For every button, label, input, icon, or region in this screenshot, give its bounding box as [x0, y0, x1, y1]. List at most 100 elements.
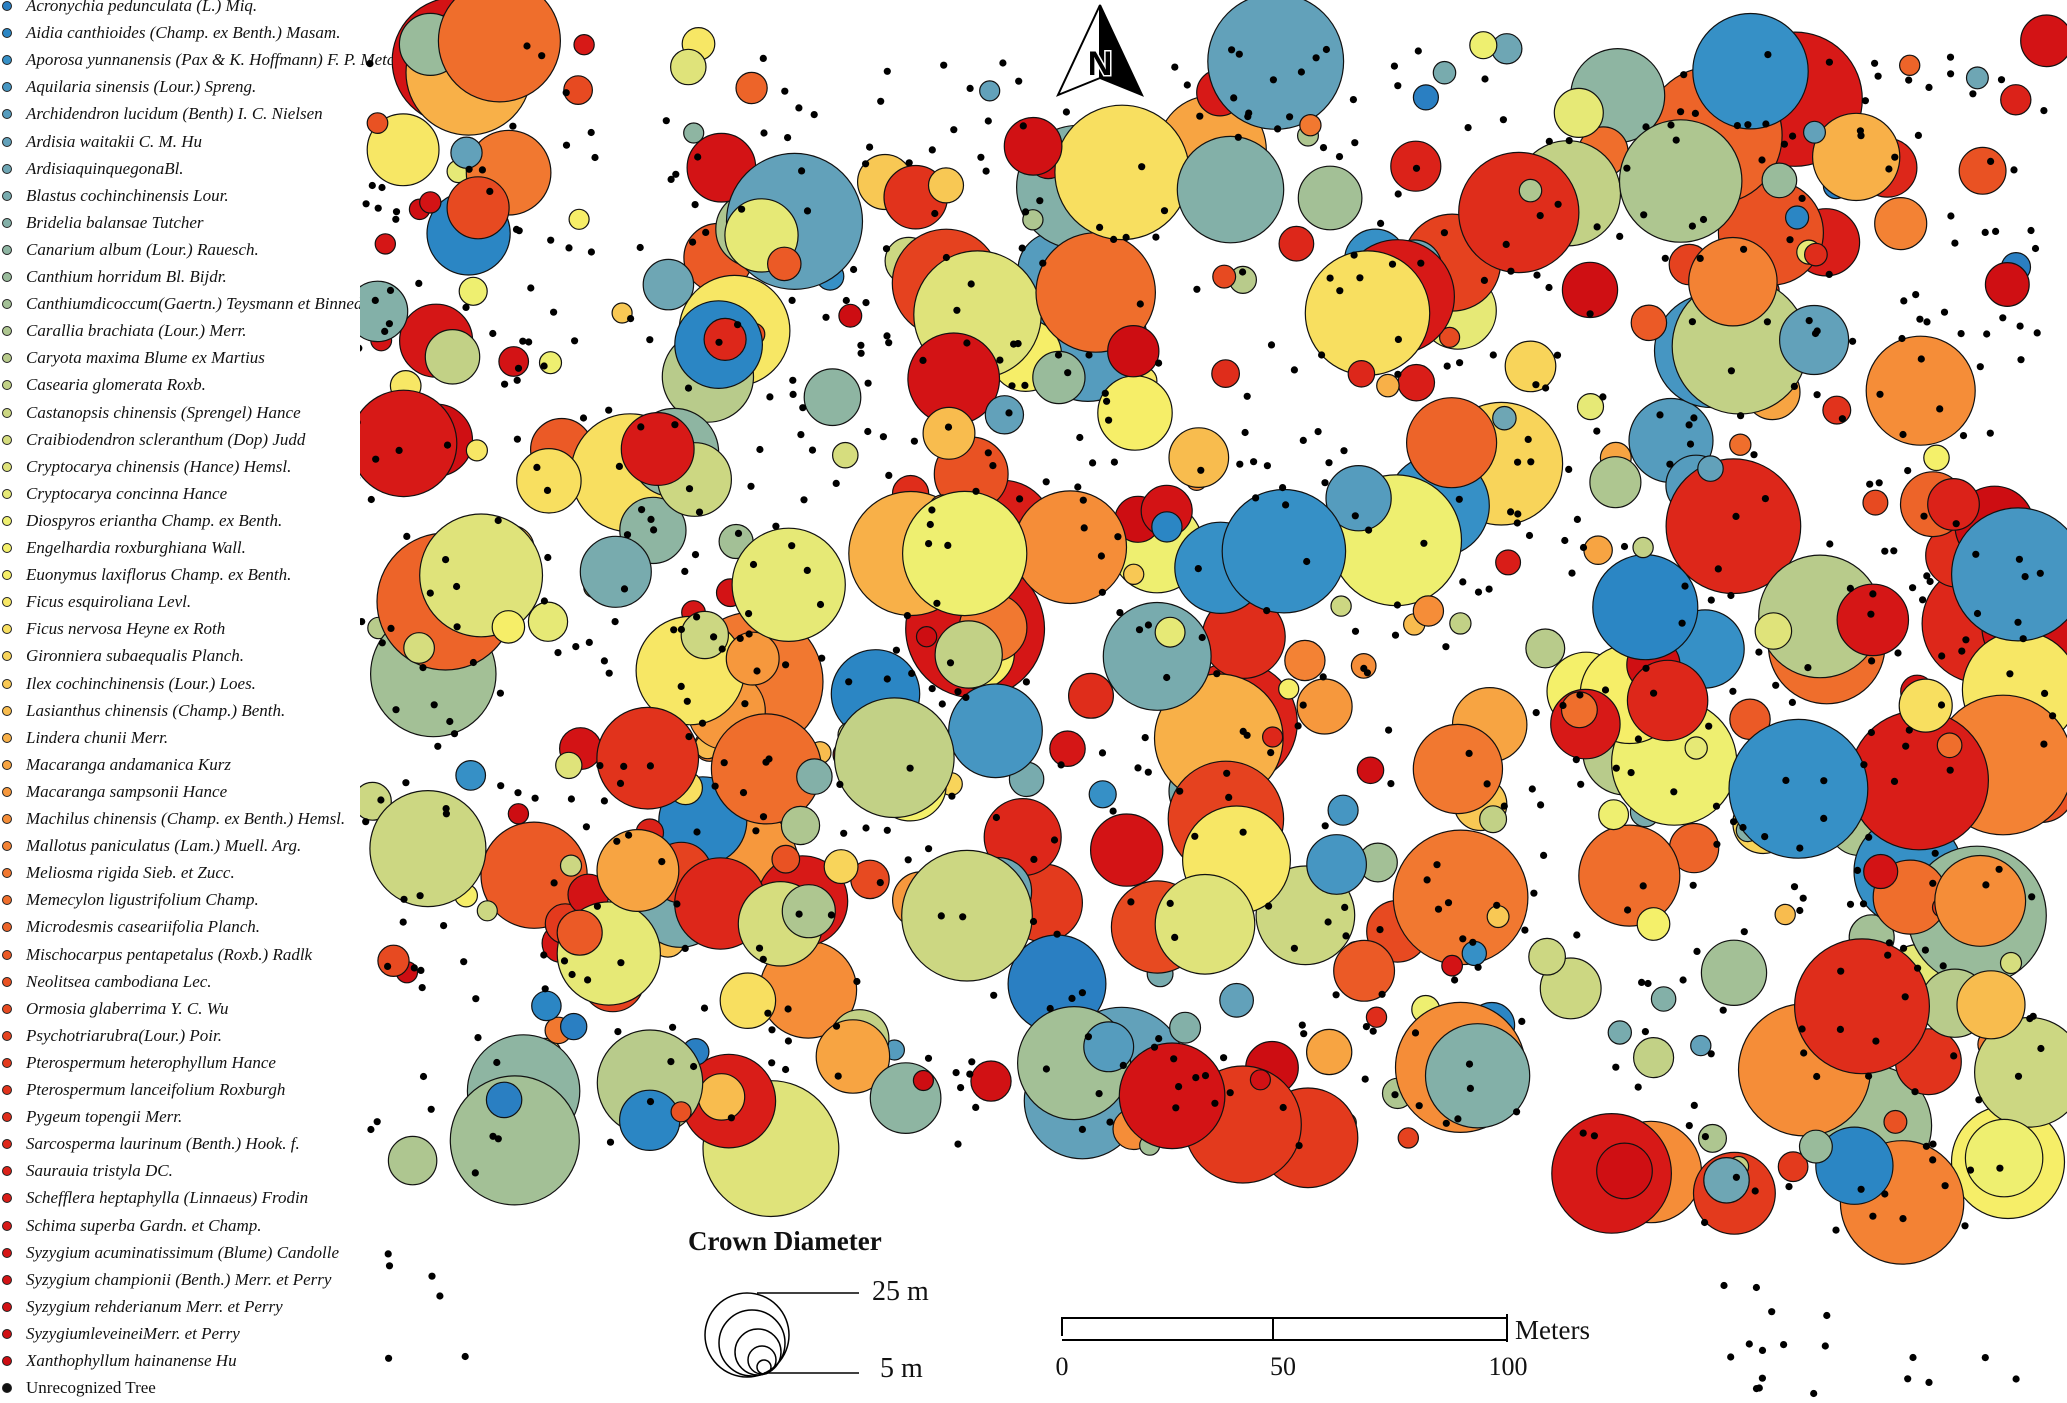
- tree-crown: [1965, 66, 1989, 90]
- legend-swatch-icon: [2, 597, 12, 608]
- stem-point: [1732, 1173, 1740, 1181]
- crown-max-label: 25 m: [872, 1276, 929, 1307]
- tree-crown: [1088, 780, 1117, 809]
- stem-point: [803, 207, 812, 215]
- stem-point: [1997, 76, 2006, 84]
- stem-point: [1900, 297, 1908, 305]
- tree-crown: [1650, 986, 1677, 1012]
- stem-point: [1036, 197, 1044, 205]
- legend-swatch-icon: [2, 163, 12, 174]
- tree-crown: [1999, 951, 2023, 975]
- stem-point: [1464, 124, 1472, 132]
- stem-point: [677, 682, 685, 691]
- stem-point: [1211, 1099, 1219, 1107]
- stem-point: [1299, 436, 1307, 444]
- stem-point: [1378, 990, 1386, 998]
- stem-point: [1545, 283, 1553, 292]
- legend-label: Sarcosperma laurinum (Benth.) Hook. f.: [26, 1134, 300, 1154]
- stem-point: [1391, 1091, 1399, 1099]
- stem-point: [1502, 240, 1510, 248]
- stem-point: [606, 1138, 615, 1146]
- stem-point: [741, 700, 749, 708]
- stem-point: [883, 675, 891, 683]
- stem-point: [1170, 1055, 1178, 1063]
- stem-point: [1134, 764, 1142, 772]
- stem-point: [1899, 1215, 1907, 1223]
- stem-point: [1782, 776, 1790, 785]
- stem-point: [1489, 351, 1497, 359]
- stem-point: [883, 67, 891, 75]
- stem-point: [1762, 120, 1770, 128]
- stem-point: [1465, 749, 1473, 758]
- stem-point: [1707, 596, 1715, 604]
- stem-point: [497, 782, 505, 790]
- stem-point: [1853, 866, 1862, 875]
- unrecognized-tree-points: [360, 42, 2057, 1398]
- stem-point: [1076, 433, 1084, 442]
- stem-point: [1642, 123, 1650, 131]
- stem-point: [691, 201, 699, 209]
- legend-item: Sarcosperma laurinum (Benth.) Hook. f.: [0, 1131, 300, 1157]
- legend-label: Diospyros eriantha Champ. ex Benth.: [26, 510, 283, 530]
- stem-point: [788, 542, 796, 550]
- stem-point: [1474, 588, 1483, 596]
- stem-point: [544, 553, 552, 562]
- stem-point: [2033, 329, 2041, 337]
- stem-point: [646, 1098, 655, 1106]
- legend-swatch-icon: [2, 1085, 12, 1095]
- stem-point: [1973, 609, 1982, 618]
- stem-point: [782, 1065, 790, 1074]
- tree-crown: [831, 441, 859, 469]
- legend-swatch-icon: [2, 353, 12, 364]
- tree-crown: [1405, 397, 1498, 489]
- tree-crown: [771, 844, 801, 874]
- stem-point: [1740, 928, 1748, 936]
- legend-item: Syzygium championii (Benth.) Merr. et Pe…: [0, 1267, 331, 1293]
- stem-point: [514, 364, 523, 372]
- stem-point: [1799, 894, 1807, 902]
- stem-point: [1098, 588, 1106, 596]
- stem-point: [689, 238, 697, 246]
- stem-point: [903, 612, 912, 620]
- stem-point: [615, 462, 623, 470]
- stem-point: [427, 1105, 435, 1113]
- legend-swatch-icon: [2, 1220, 12, 1231]
- stem-point: [1286, 113, 1294, 121]
- stem-point: [996, 356, 1004, 364]
- legend-label: Pygeum topengii Merr.: [26, 1107, 183, 1127]
- stem-point: [1351, 139, 1359, 147]
- stem-point: [1050, 836, 1059, 844]
- stem-point: [944, 541, 952, 550]
- stem-point: [1420, 539, 1428, 547]
- tree-crown: [1441, 954, 1463, 977]
- tree-crown: [902, 490, 1028, 617]
- stem-point: [1868, 657, 1876, 665]
- stem-point: [948, 792, 956, 800]
- stem-point: [1638, 978, 1646, 987]
- stem-point: [1223, 769, 1231, 777]
- stem-point: [845, 678, 853, 686]
- tree-crown: [1207, 0, 1345, 130]
- stem-point: [1982, 881, 1990, 889]
- stem-point: [942, 253, 951, 262]
- tree-crown: [948, 683, 1043, 779]
- stem-point: [972, 487, 980, 495]
- stem-point: [367, 1125, 375, 1134]
- tree-crown: [1330, 595, 1352, 617]
- stem-point: [1939, 962, 1947, 970]
- stem-point: [617, 959, 625, 967]
- tree-crown: [1528, 937, 1566, 976]
- stem-point: [582, 823, 590, 831]
- stem-point: [1532, 709, 1540, 717]
- legend-swatch-icon: [2, 1003, 12, 1014]
- stem-point: [694, 153, 702, 161]
- tree-crown: [1874, 197, 1928, 251]
- stem-point: [1561, 536, 1569, 545]
- tree-crown: [1561, 261, 1619, 319]
- stem-point: [1957, 330, 1965, 338]
- stem-point: [734, 529, 743, 538]
- tree-crown: [669, 48, 707, 86]
- legend-item: Ficus esquiroliana Levl.: [0, 589, 191, 615]
- stem-point: [832, 1022, 841, 1030]
- stem-point: [443, 441, 452, 449]
